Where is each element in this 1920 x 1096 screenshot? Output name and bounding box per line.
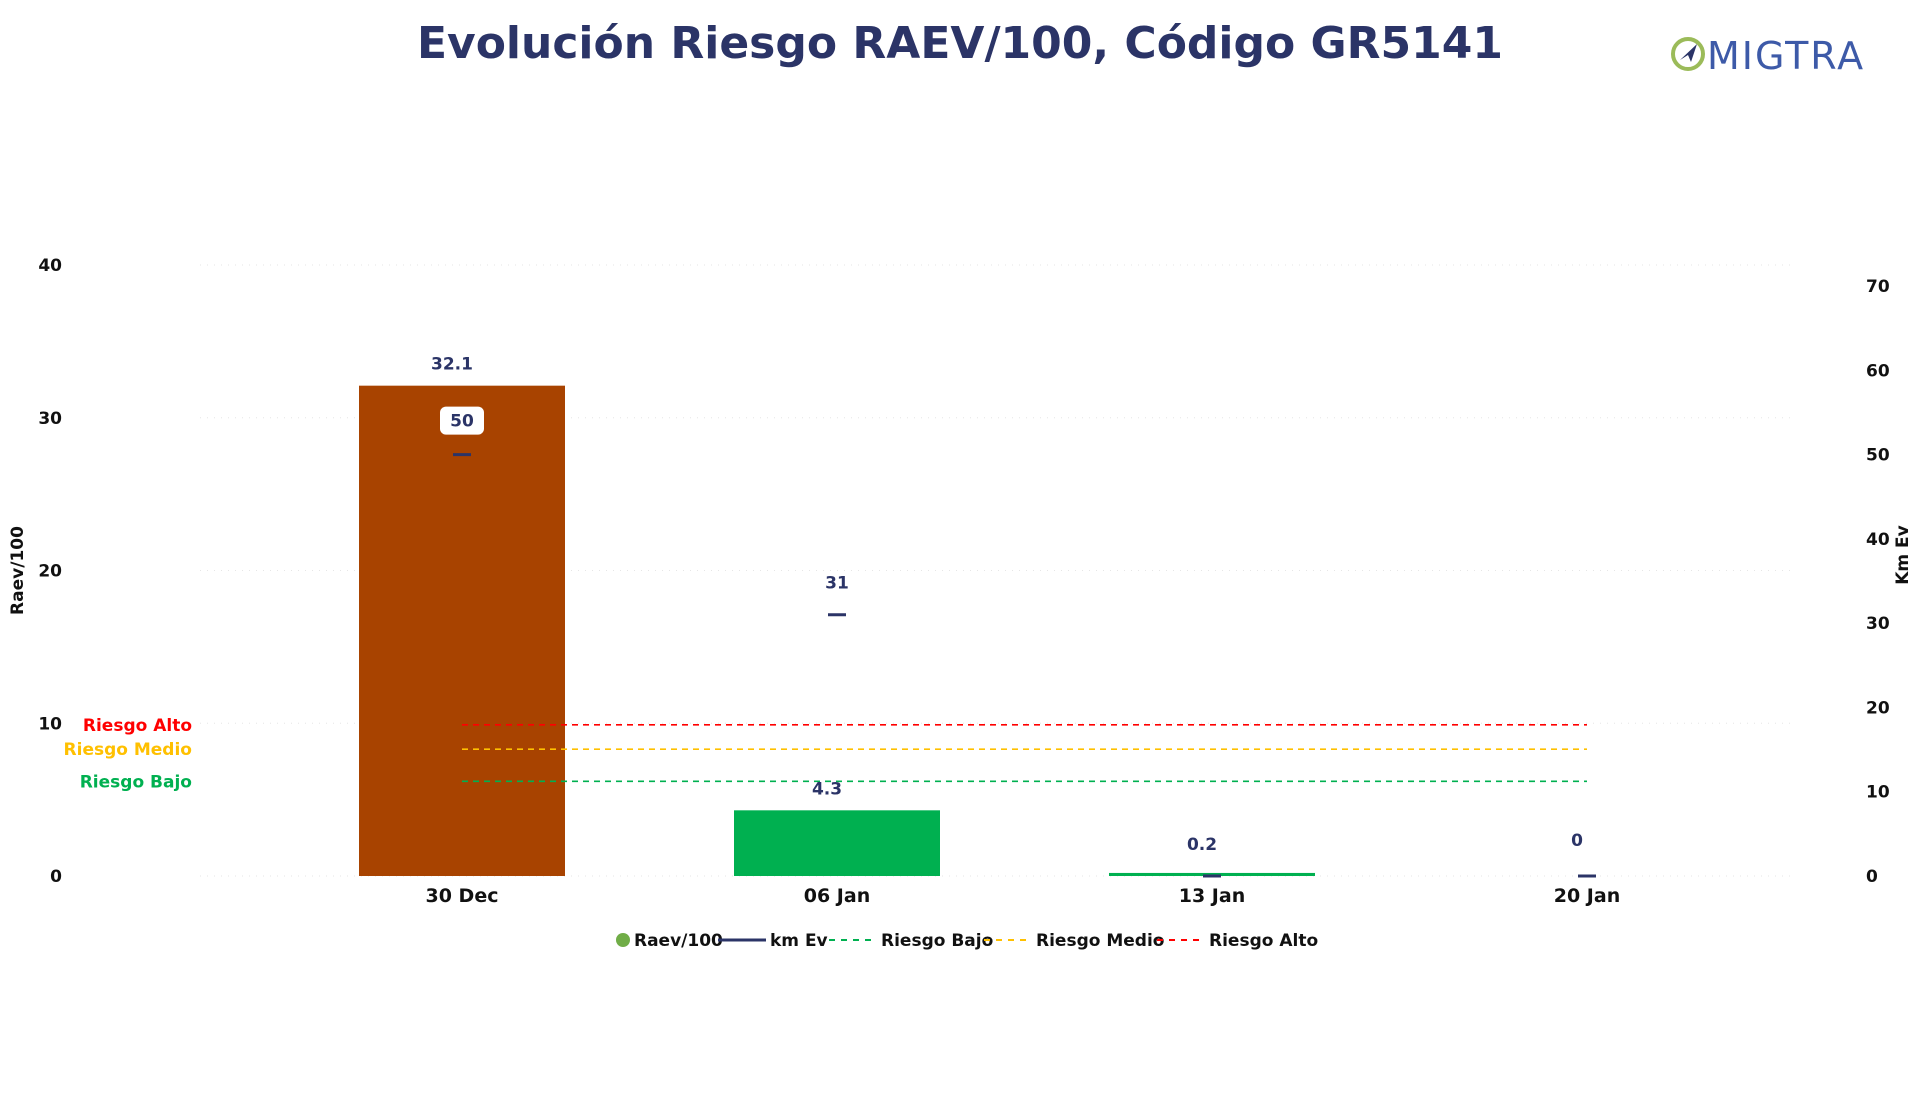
chart-title: Evolución Riesgo RAEV/100, Código GR5141 [416,18,1504,69]
migtra-logo: MIGTRA [1665,26,1905,86]
y-axis-title: Raev/100 [8,526,28,615]
bar-value-label: 4.3 [812,779,842,799]
y-tick-label: 30 [38,409,62,429]
y2-axis-title: Km Ev [1893,525,1913,585]
bar-13-jan[interactable] [1109,872,1315,876]
threshold-label: Riesgo Alto [83,716,192,736]
y-tick-label: 40 [38,256,62,276]
y2-tick-label: 60 [1866,361,1890,381]
legend-label: km Ev [770,931,828,951]
y2-tick-label: 40 [1866,530,1890,550]
legend-item[interactable]: km Ev [718,931,828,951]
threshold-layer [462,723,1587,783]
y2-tick-label: 10 [1866,783,1890,803]
y-tick-label: 20 [38,562,62,582]
legend-swatch [616,933,630,947]
legend-item[interactable]: Riesgo Bajo [829,931,993,951]
y2-tick-label: 20 [1866,698,1890,718]
logo-circle-icon [1671,37,1705,71]
y2-tick-label: 50 [1866,446,1890,466]
y2-tick-label: 70 [1866,277,1890,297]
logo-plane-icon [1680,44,1697,62]
y2-tick-label: 0 [1866,867,1878,887]
axes-layer: 0 10 20 30 40 0 10 20 30 40 50 60 70 Raev/100 Km Ev 30 … [8,256,1913,907]
labels-layer: 32.1 4.3 0.2 0 Riesgo Bajo Riesgo Medio Riesgo… [64,355,1584,855]
bar-value-label: 32.1 [431,355,473,375]
km-value-label: 50 [450,412,474,432]
legend-label: Raev/100 [634,931,723,951]
x-tick-label: 13 Jan [1179,885,1245,907]
logo-text: MIGTRA [1707,34,1865,78]
bar-30-dec[interactable] [359,385,565,876]
markers-layer [453,453,1596,878]
legend-item[interactable]: Raev/100 [616,931,723,951]
legend-label: Riesgo Medio [1036,931,1164,951]
y-tick-label: 10 [38,714,62,734]
km-label-box [440,406,484,435]
threshold-label: Riesgo Bajo [80,772,192,792]
y-tick-label: 0 [50,867,62,887]
legend-layer: Raev/100 km Ev Riesgo Bajo Riesgo Medio Ries… [616,931,1318,951]
threshold-label: Riesgo Medio [64,740,192,760]
legend-item[interactable]: Riesgo Alto [1157,931,1318,951]
legend-label: Riesgo Alto [1209,931,1318,951]
legend-label: Riesgo Bajo [881,931,993,951]
km-value-label: 31 [825,574,849,594]
x-tick-label: 06 Jan [804,885,870,907]
bar-value-label: 0.2 [1187,835,1217,855]
x-tick-label: 20 Jan [1554,885,1620,907]
x-tick-label: 30 Dec [426,885,499,907]
bar-06-jan[interactable] [734,810,940,876]
legend-item[interactable]: Riesgo Medio [984,931,1164,951]
bars-layer [359,385,1315,876]
bar-value-label: 0 [1571,831,1583,851]
y2-tick-label: 30 [1866,614,1890,634]
